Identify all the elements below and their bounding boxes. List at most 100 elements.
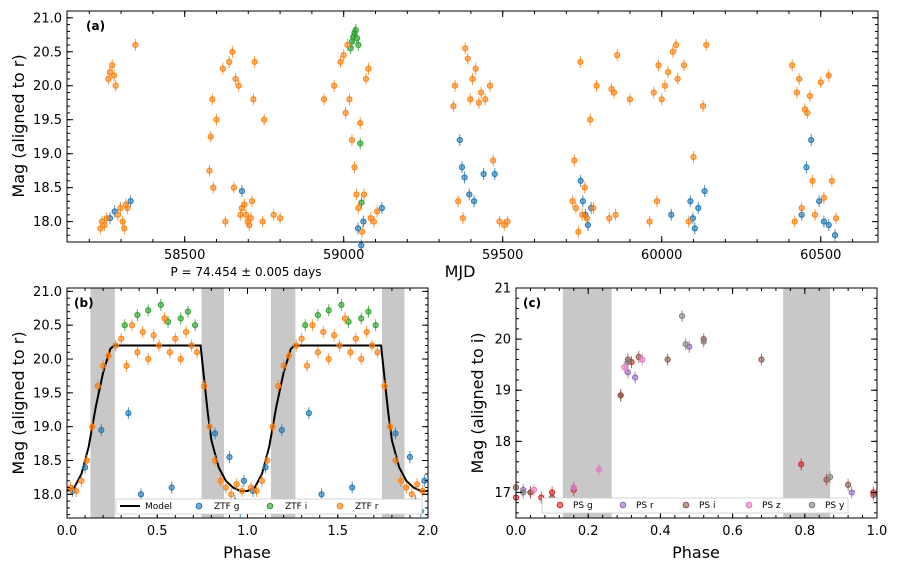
y-tick-label: 20 [494, 333, 511, 348]
ztf-r-point [264, 457, 271, 464]
y-tick-label: 19.0 [33, 147, 62, 162]
panel-a: 58500 59000 59500 60000 60500 18.0 18.5 19.0 19.… [9, 10, 879, 281]
ztf-r-point [341, 315, 349, 322]
legend-model-label: Model [145, 502, 172, 512]
ztf-r-point [798, 204, 805, 212]
ztf-g-point [577, 177, 584, 184]
ztf-r-point [275, 382, 282, 390]
panel-a-label: (a) [86, 19, 105, 33]
y-tick-label: 20.0 [33, 79, 62, 94]
ztf-g-point [211, 430, 219, 437]
ztf-r-point [809, 177, 816, 184]
ztf-g-point [584, 221, 592, 229]
ztf-r-point [504, 218, 511, 225]
ztf-r-point [359, 228, 366, 235]
ps-y-point [678, 313, 686, 320]
ztf-r-point [188, 342, 195, 349]
ztf-r-point [789, 62, 796, 69]
legend-ps-i-label: PS i [699, 501, 716, 511]
ztf-r-point [109, 62, 116, 69]
ztf-g-point [349, 484, 356, 491]
ztf-r-point [314, 349, 321, 356]
ps-z-point [621, 364, 628, 371]
ztf-g-point [820, 218, 828, 225]
ztf-r-point [213, 116, 220, 123]
ztf-r-point [124, 204, 131, 212]
ztf-r-point [455, 198, 462, 205]
legend-ps-g-label: PS g [573, 501, 593, 511]
ztf-r-point [362, 75, 370, 83]
ztf-r-point [612, 211, 619, 218]
ztf-r-point [804, 109, 811, 117]
ztf-r-point [614, 52, 621, 59]
ztf-r-point [475, 99, 482, 106]
ztf-g-point [226, 454, 233, 461]
ztf-r-point [381, 382, 388, 390]
legend-ps-z-marker [745, 501, 753, 509]
ztf-r-point [248, 198, 256, 205]
legend-ztf-g-marker [195, 502, 203, 510]
ztf-r-point [590, 204, 597, 212]
ztf-r-point [139, 328, 146, 336]
x-tick-label: 0.4 [650, 524, 671, 539]
ztf-r-point [581, 184, 588, 191]
ztf-i-point [177, 315, 184, 322]
ztf-r-point [365, 65, 372, 72]
ztf-g-point [358, 242, 365, 249]
ztf-r-point [219, 65, 226, 72]
ztf-i-point [157, 301, 164, 309]
panel-c-xlabel: Phase [672, 543, 720, 562]
panel-c-frame [515, 287, 878, 519]
ztf-r-point [298, 335, 305, 342]
ztf-r-point [94, 382, 101, 390]
ztf-r-point [248, 484, 255, 491]
ztf-r-point [579, 211, 586, 218]
ztf-r-point [285, 352, 293, 359]
y-tick-label: 19.5 [33, 113, 62, 128]
ztf-i-point [314, 311, 321, 319]
ztf-r-point [806, 92, 814, 100]
ztf-i-point [353, 35, 361, 42]
ztf-g-point [305, 410, 312, 417]
ztf-i-point [184, 308, 192, 315]
ztf-i-point [338, 301, 345, 309]
y-tick-label: 21 [494, 282, 511, 297]
ztf-r-point [276, 215, 284, 222]
ztf-r-point [118, 335, 125, 342]
ztf-r-point [337, 58, 344, 66]
y-tick-label: 18 [494, 435, 511, 450]
ztf-r-point [193, 349, 201, 356]
ztf-r-point [351, 164, 358, 171]
ztf-r-point [233, 481, 240, 488]
y-tick-label: 17 [494, 486, 511, 501]
ps-r-point [632, 374, 639, 381]
ztf-r-point [575, 228, 582, 235]
x-tick-label: 59500 [482, 248, 523, 263]
x-tick-label: 0.5 [147, 524, 168, 539]
ztf-r-point [161, 315, 168, 322]
ztf-r-point [680, 62, 688, 69]
ztf-r-point [247, 215, 254, 222]
ztf-r-point [606, 215, 613, 222]
ztf-r-point [336, 342, 343, 349]
y-tick-label: 20.5 [33, 45, 62, 60]
panel-c-legend: PS g PS r PS i PS z PS y [541, 497, 849, 514]
ztf-r-point [211, 457, 219, 464]
ztf-r-point [207, 133, 214, 140]
ztf-g-point [825, 221, 832, 229]
legend-ps-r-label: PS r [636, 501, 654, 511]
ztf-r-point [346, 96, 353, 103]
ztf-r-point [459, 215, 467, 222]
ztf-r-point [571, 157, 578, 164]
ztf-r-point [347, 349, 354, 356]
ztf-r-point [583, 215, 591, 222]
ztf-r-point [355, 204, 362, 212]
ztf-r-point [450, 103, 457, 110]
ztf-r-point [664, 69, 672, 76]
ztf-g-point [458, 164, 466, 171]
ztf-r-point [464, 55, 471, 62]
ztf-r-point [451, 82, 459, 89]
ztf-r-point [106, 69, 114, 76]
ztf-r-point [155, 342, 163, 349]
ztf-i-point [134, 311, 141, 319]
